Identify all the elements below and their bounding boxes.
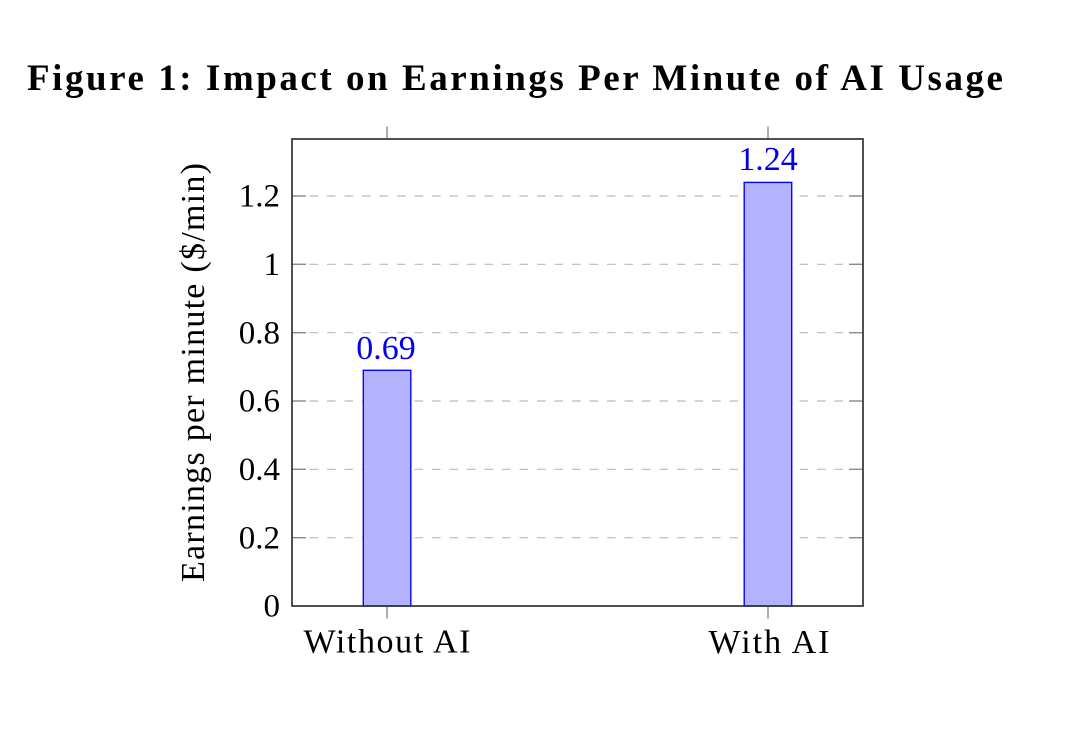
svg-text:0.8: 0.8: [239, 315, 280, 351]
svg-text:1.24: 1.24: [738, 141, 798, 178]
svg-text:1.2: 1.2: [239, 179, 280, 215]
svg-text:With AI: With AI: [709, 624, 830, 661]
svg-text:0.2: 0.2: [239, 520, 280, 556]
svg-text:0.4: 0.4: [239, 452, 280, 488]
svg-text:Earnings per minute ($/min): Earnings per minute ($/min): [175, 163, 212, 582]
svg-text:1: 1: [264, 247, 281, 283]
svg-text:0: 0: [264, 589, 281, 625]
svg-text:Without AI: Without AI: [304, 624, 471, 661]
svg-text:0.6: 0.6: [239, 384, 280, 420]
svg-text:0.69: 0.69: [356, 330, 416, 367]
svg-text:Figure 1: Impact on Earnings P: Figure 1: Impact on Earnings Per Minute …: [27, 58, 1003, 99]
